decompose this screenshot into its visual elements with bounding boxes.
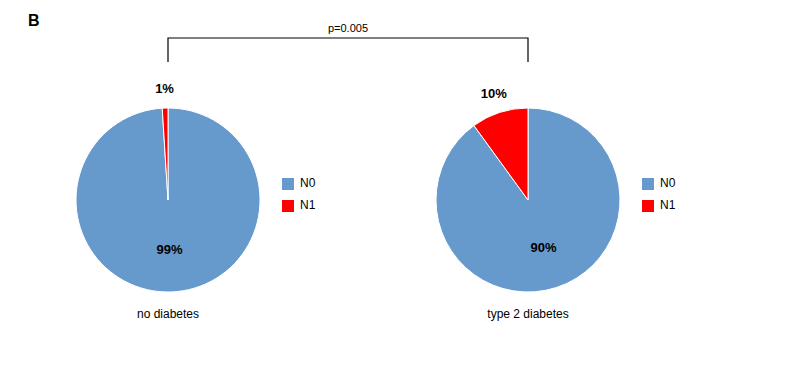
slice xyxy=(76,108,260,292)
data-labels: 90% 10% xyxy=(481,86,557,254)
chart: 99% 1% no diabetes N0 N1 90% 10% type 2 diabete… xyxy=(0,0,800,379)
data-label: 99% xyxy=(157,242,183,257)
legend-swatch xyxy=(642,178,654,190)
data-label: 10% xyxy=(481,86,507,101)
data-labels: 99% 1% xyxy=(155,81,183,257)
legend-swatch xyxy=(282,178,294,190)
pie: 90% 10% xyxy=(436,86,620,292)
slice xyxy=(474,108,528,200)
slices xyxy=(76,108,260,292)
legend-label: N1 xyxy=(660,198,676,212)
pie-title: no diabetes xyxy=(137,307,199,321)
p-value: p=0.005 xyxy=(328,22,368,34)
legend-item: N1 xyxy=(642,198,676,212)
legend-swatch xyxy=(642,200,654,212)
panel-label: B xyxy=(28,12,40,29)
pie: 99% 1% xyxy=(76,81,260,292)
legend-label: N1 xyxy=(300,198,316,212)
slice xyxy=(162,108,168,200)
legend-item: N1 xyxy=(282,198,316,212)
pie-title: type 2 diabetes xyxy=(487,307,568,321)
legend-item: N0 xyxy=(282,176,316,190)
data-label: 90% xyxy=(531,240,557,255)
legend-item: N0 xyxy=(642,176,676,190)
legend-swatch xyxy=(282,200,294,212)
data-label: 1% xyxy=(155,81,174,96)
legend-label: N0 xyxy=(660,176,676,190)
slices xyxy=(436,108,620,292)
slice xyxy=(436,108,620,292)
bracket xyxy=(168,38,528,62)
legend: N0 N1 xyxy=(642,176,676,212)
legend-label: N0 xyxy=(300,176,316,190)
legend: N0 N1 xyxy=(282,176,316,212)
